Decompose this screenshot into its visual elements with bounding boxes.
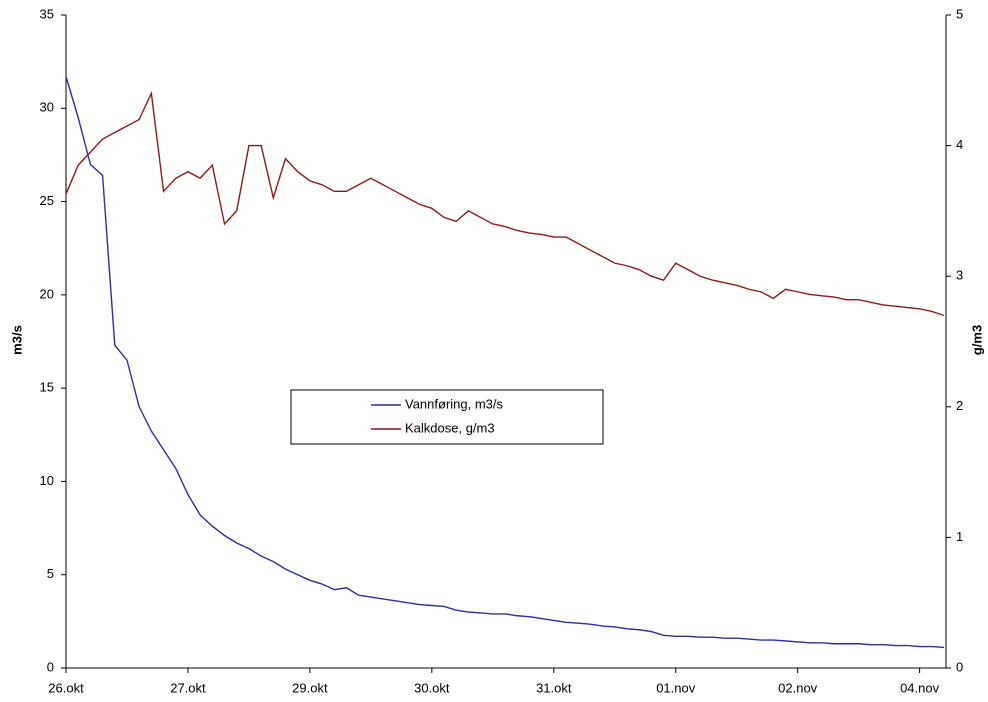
y2-tick-label: 4	[956, 137, 963, 152]
x-tick-label: 29.okt	[292, 680, 328, 695]
y-tick-label: 20	[40, 286, 54, 301]
legend-label: Vannføring, m3/s	[405, 396, 504, 411]
y2-tick-label: 2	[956, 398, 963, 413]
y-tick-label: 5	[47, 566, 54, 581]
y-tick-label: 35	[40, 6, 54, 21]
y-axis-title: m3/s	[9, 325, 24, 355]
series-line	[65, 76, 945, 649]
y-tick-label: 15	[40, 380, 54, 395]
y-tick-label: 0	[47, 659, 54, 674]
y2-tick-label: 3	[956, 268, 963, 283]
y2-tick-label: 1	[956, 529, 963, 544]
x-tick-label: 01.nov	[656, 680, 696, 695]
x-tick-label: 30.okt	[414, 680, 450, 695]
y2-tick-label: 5	[956, 6, 963, 21]
legend-box	[290, 389, 604, 445]
y2-axis-title: g/m3	[969, 325, 984, 355]
y2-tick-label: 0	[956, 659, 963, 674]
y-tick-label: 10	[40, 473, 54, 488]
series-line	[65, 90, 945, 317]
x-tick-label: 31.okt	[536, 680, 572, 695]
x-tick-label: 02.nov	[778, 680, 818, 695]
y-tick-label: 25	[40, 193, 54, 208]
legend-label: Kalkdose, g/m3	[405, 420, 495, 435]
x-tick-label: 04.nov	[900, 680, 940, 695]
x-tick-label: 26.okt	[48, 680, 84, 695]
x-tick-label: 27.okt	[170, 680, 206, 695]
y-tick-label: 30	[40, 100, 54, 115]
